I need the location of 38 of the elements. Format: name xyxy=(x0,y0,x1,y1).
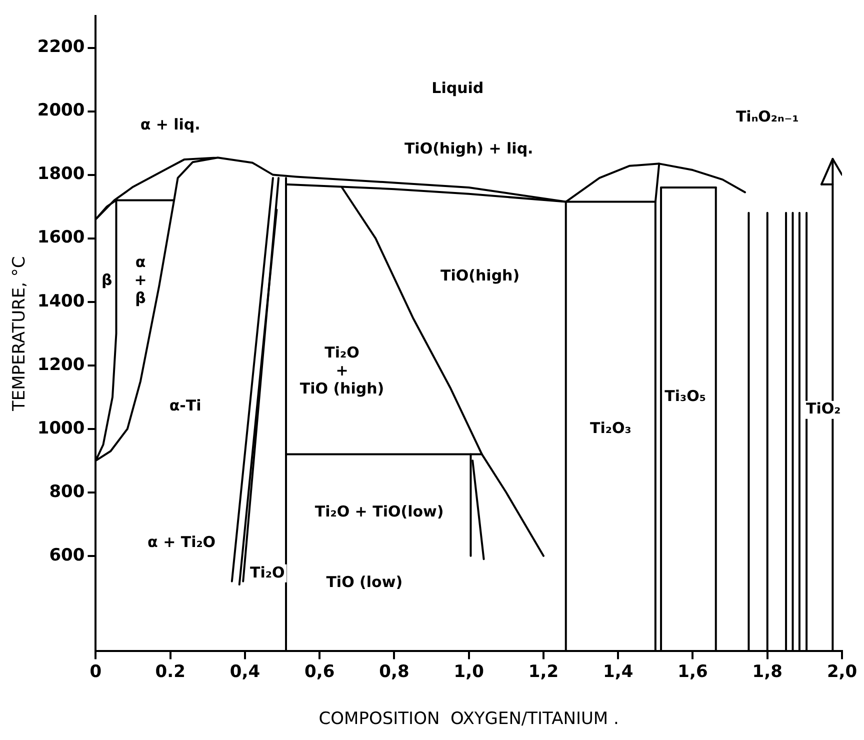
y-tick-label: 1600 xyxy=(37,228,85,248)
x-tick-label: 0,6 xyxy=(304,662,335,682)
annotation: Ti₂O + TiO (high) xyxy=(300,344,384,398)
annotation: α + liq. xyxy=(140,115,200,134)
annotation: TiO₂ xyxy=(806,400,841,418)
x-tick-label: 1,0 xyxy=(454,662,484,682)
y-axis-title: TEMPERATURE, °C xyxy=(10,256,30,412)
x-tick-label: 1,4 xyxy=(603,662,634,682)
annotation: α + Ti₂O xyxy=(148,533,216,552)
annotation: Ti₂O xyxy=(250,563,285,582)
y-tick-label: 2200 xyxy=(37,37,85,58)
y-tick-label: 1400 xyxy=(37,291,85,312)
y-tick-label: 800 xyxy=(49,482,85,502)
annotation: Ti₂O + TiO(low) xyxy=(314,502,444,520)
y-tick-label: 1800 xyxy=(37,164,85,184)
annotation: Ti₂O₃ xyxy=(590,418,632,437)
x-tick-label: 0,4 xyxy=(230,662,260,682)
x-tick-label: 1,8 xyxy=(752,662,782,682)
y-tick-label: 1200 xyxy=(37,354,85,375)
x-tick-label: 1,6 xyxy=(678,662,708,682)
y-tick-label: 2000 xyxy=(37,100,85,121)
annotation: Ti₃O₅ xyxy=(664,387,706,406)
annotation: β xyxy=(102,271,113,290)
y-tick-label: 1000 xyxy=(37,418,85,438)
x-tick-label: 0 xyxy=(90,662,102,682)
y-tick-label: 600 xyxy=(49,545,85,566)
annotation: TiO(high) xyxy=(440,266,520,284)
annotation: α + β xyxy=(134,253,147,308)
annotation: TiO (low) xyxy=(326,572,403,591)
x-tick-label: 0,8 xyxy=(379,662,410,682)
annotation: Liquid xyxy=(432,78,484,97)
annotation: TiO(high) + liq. xyxy=(404,139,534,158)
x-axis-title: COMPOSITION OXYGEN/TITANIUM . xyxy=(318,709,619,730)
x-tick-label: 1,2 xyxy=(528,662,559,682)
annotation: α-Ti xyxy=(169,396,202,415)
x-tick-label: 2,0 xyxy=(826,662,858,682)
x-tick-label: 0.2 xyxy=(155,662,186,682)
annotation: TiₙO₂ₙ₋₁ xyxy=(736,108,799,126)
